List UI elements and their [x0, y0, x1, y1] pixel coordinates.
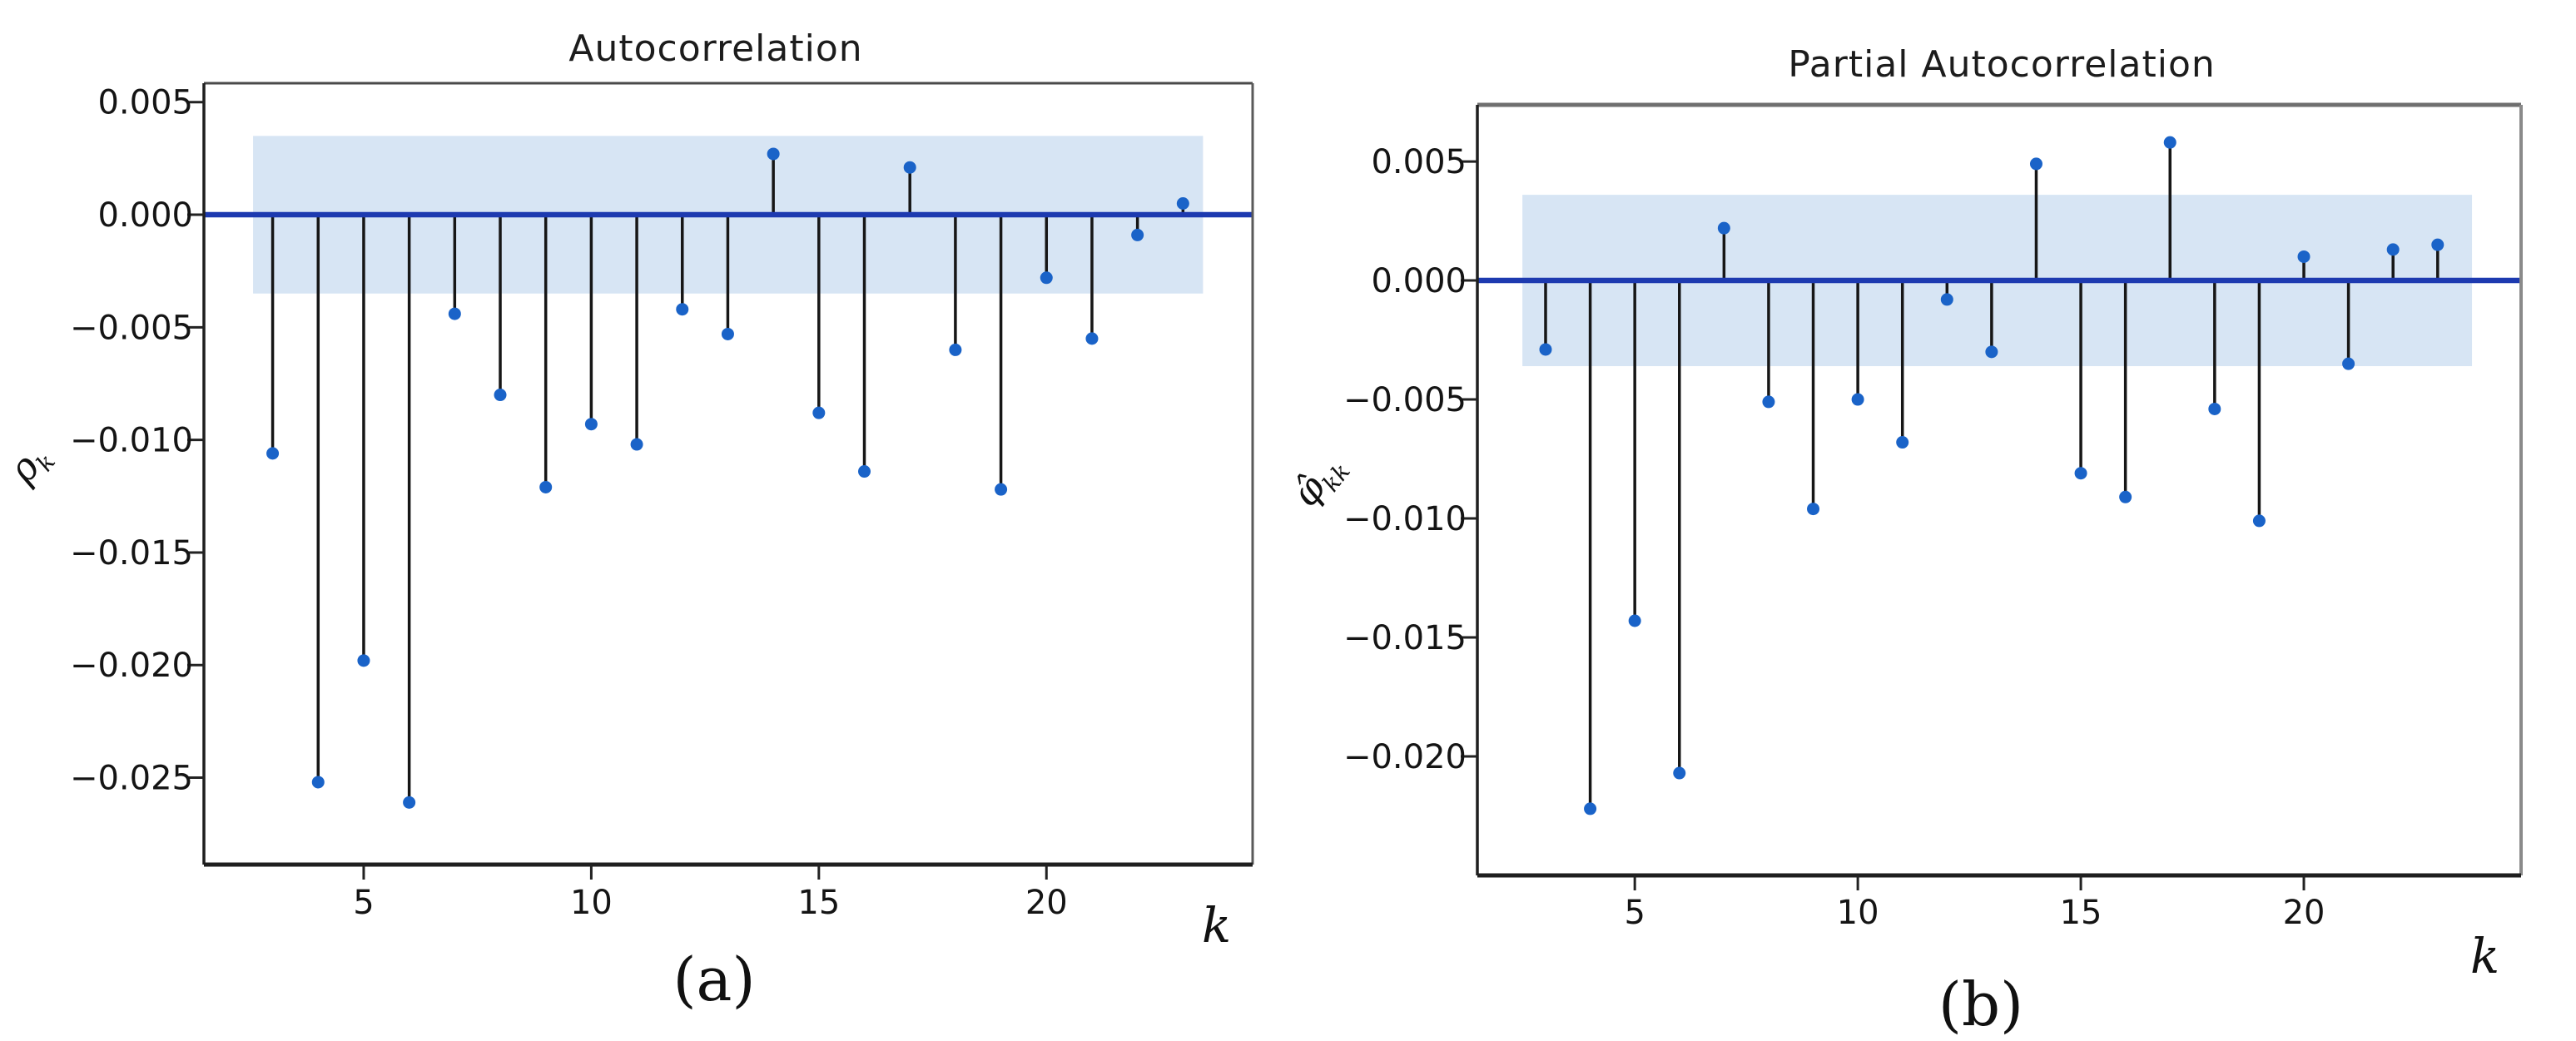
pacf-stem-marker-k15 — [2074, 467, 2087, 480]
pacf-stem-marker-k13 — [1985, 345, 1998, 359]
pacf-stem-marker-k8 — [1762, 395, 1775, 409]
pacf-y-tick-label: −0.010 — [1343, 500, 1467, 538]
acf-stem-marker-k9 — [539, 480, 553, 493]
acf-stem-marker-k11 — [630, 438, 643, 451]
pacf-stem-marker-k5 — [1628, 614, 1641, 627]
pacf-stem-marker-k3 — [1539, 343, 1552, 356]
pacf-x-tick-label: 20 — [2283, 894, 2325, 932]
pacf-y-tick-label: −0.015 — [1343, 619, 1467, 657]
acf-caption: (a) — [673, 944, 756, 1014]
acf-stem-marker-k19 — [995, 483, 1008, 496]
pacf-y-tick-label: −0.020 — [1343, 738, 1467, 776]
pacf-stem-marker-k17 — [2163, 136, 2176, 149]
pacf-x-tick-label: 5 — [1624, 894, 1645, 932]
pacf-y-tick-label: 0.005 — [1371, 143, 1467, 181]
acf-y-tick-label: −0.020 — [70, 647, 193, 685]
acf-stem-marker-k15 — [812, 406, 826, 419]
acf-stem-marker-k22 — [1131, 228, 1144, 241]
pacf-stem-marker-k14 — [2029, 157, 2042, 171]
acf-stem-marker-k17 — [903, 161, 916, 174]
acf-stem-marker-k4 — [311, 776, 325, 789]
pacf-stem-marker-k16 — [2119, 490, 2132, 503]
pacf-stem-marker-k11 — [1896, 436, 1909, 449]
pacf-stem-marker-k7 — [1717, 221, 1730, 235]
pacf-stem-marker-k19 — [2252, 514, 2266, 528]
acf-stem-marker-k10 — [584, 418, 598, 431]
acf-y-tick-label: −0.005 — [70, 309, 193, 347]
pacf-y-tick-label: 0.000 — [1371, 262, 1467, 300]
acf-stem-marker-k8 — [494, 389, 507, 402]
acf-stem-marker-k7 — [448, 307, 461, 320]
acf-y-tick-label: 0.005 — [97, 84, 193, 122]
pacf-stem-marker-k9 — [1807, 503, 1820, 516]
acf-stem-marker-k16 — [858, 465, 871, 478]
acf-x-tick-label: 10 — [570, 884, 613, 922]
pacf-x-axis-label: k — [2470, 928, 2500, 984]
pacf-stem-marker-k4 — [1584, 802, 1597, 815]
acf-stem-marker-k5 — [357, 654, 370, 667]
acf-y-tick-label: −0.015 — [70, 534, 193, 573]
acf-stem-marker-k6 — [403, 796, 416, 809]
acf-x-axis-label: k — [1202, 897, 1232, 954]
acf-stem-marker-k12 — [676, 303, 689, 316]
acf-stem-marker-k3 — [266, 447, 280, 460]
acf-stem-marker-k14 — [767, 147, 780, 161]
acf-y-tick-label: 0.000 — [97, 196, 193, 235]
acf-stem-marker-k13 — [721, 327, 734, 340]
pacf-stem-marker-k12 — [1940, 293, 1953, 306]
pacf-x-tick-label: 10 — [1837, 894, 1879, 932]
acf-stem-marker-k18 — [949, 343, 962, 356]
pacf-y-tick-label: −0.005 — [1343, 381, 1467, 419]
pacf-stem-marker-k6 — [1673, 766, 1686, 780]
acf-stem-marker-k21 — [1085, 332, 1099, 345]
pacf-stem-marker-k22 — [2386, 243, 2400, 256]
acf-x-tick-label: 15 — [797, 884, 840, 922]
acf-x-tick-label: 5 — [353, 884, 374, 922]
acf-y-tick-label: −0.010 — [70, 422, 193, 460]
pacf-stem-marker-k10 — [1851, 393, 1864, 406]
pacf-stem-marker-k18 — [2208, 402, 2221, 415]
acf-title: Autocorrelation — [568, 27, 863, 70]
acf-stem-marker-k23 — [1176, 197, 1189, 211]
pacf-stem-marker-k23 — [2431, 238, 2444, 251]
pacf-stem-marker-k21 — [2342, 357, 2355, 370]
acf-y-tick-label: −0.025 — [70, 760, 193, 798]
acf-x-tick-label: 20 — [1025, 884, 1068, 922]
pacf-x-tick-label: 15 — [2060, 894, 2102, 932]
pacf-title: Partial Autocorrelation — [1788, 43, 2216, 86]
pacf-caption: (b) — [1938, 969, 2024, 1039]
acf-stem-marker-k20 — [1040, 271, 1053, 285]
pacf-stem-marker-k20 — [2297, 250, 2310, 263]
